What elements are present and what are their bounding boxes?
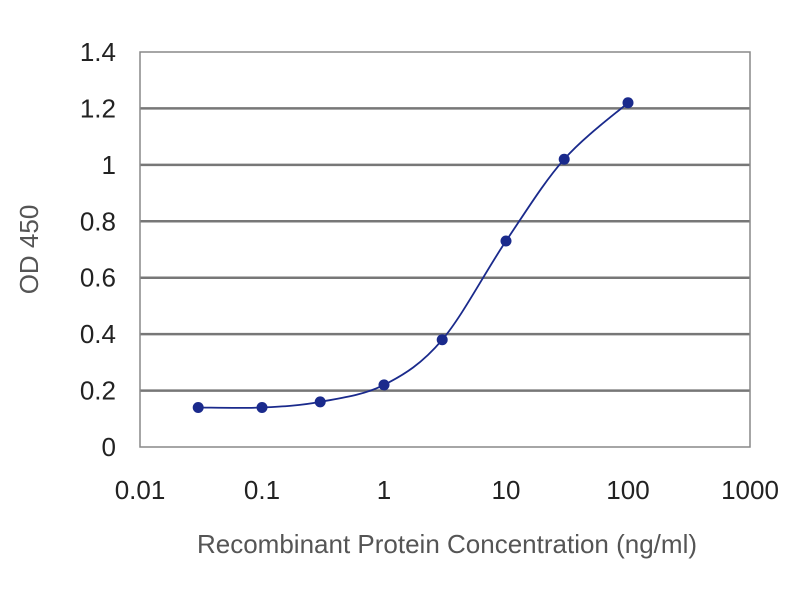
series-layer bbox=[192, 97, 634, 413]
x-tick-label: 0.1 bbox=[244, 475, 280, 505]
x-tick-label: 100 bbox=[606, 475, 649, 505]
series-line bbox=[198, 102, 629, 409]
y-tick-label: 0.4 bbox=[80, 319, 116, 349]
x-tick-labels: 0.01 0.1 1 10 100 1000 bbox=[115, 475, 779, 505]
x-tick-label: 10 bbox=[492, 475, 521, 505]
x-tick-label: 1 bbox=[377, 475, 391, 505]
data-point bbox=[378, 379, 390, 391]
y-tick-label: 1.2 bbox=[80, 93, 116, 123]
y-tick-label: 0.6 bbox=[80, 263, 116, 293]
data-point bbox=[314, 396, 326, 408]
y-axis-title: OD 450 bbox=[14, 205, 44, 295]
y-tick-label: 1.4 bbox=[80, 37, 116, 67]
plot-area-frame bbox=[139, 51, 751, 448]
data-point bbox=[192, 402, 204, 413]
data-point bbox=[256, 402, 268, 413]
y-tick-label: 0 bbox=[102, 432, 116, 462]
x-axis-title: Recombinant Protein Concentration (ng/ml… bbox=[197, 529, 697, 559]
data-point bbox=[558, 153, 570, 165]
data-point bbox=[500, 235, 512, 247]
y-tick-label: 0.8 bbox=[80, 206, 116, 236]
x-tick-label: 1000 bbox=[721, 475, 779, 505]
gridlines bbox=[140, 107, 750, 392]
y-tick-labels: 0 0.2 0.4 0.6 0.8 1 1.2 1.4 bbox=[80, 37, 116, 462]
data-point bbox=[436, 334, 448, 346]
x-tick-label: 0.01 bbox=[115, 475, 166, 505]
data-point bbox=[622, 97, 634, 109]
y-tick-label: 0.2 bbox=[80, 376, 116, 406]
y-tick-label: 1 bbox=[102, 150, 116, 180]
